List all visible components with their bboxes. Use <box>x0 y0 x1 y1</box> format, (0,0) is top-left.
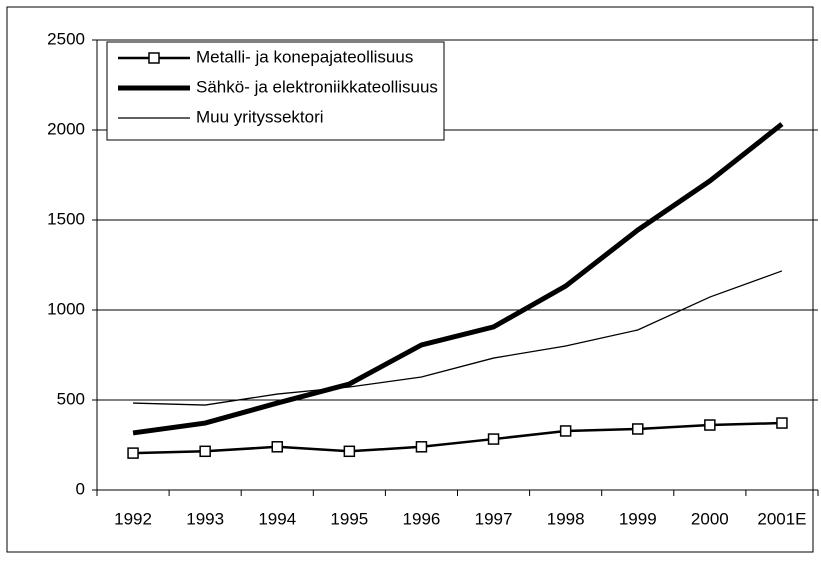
data-point <box>271 441 283 453</box>
legend-label: Metalli- ja konepajateollisuus <box>196 47 413 66</box>
x-tick-label: 1999 <box>619 509 657 528</box>
data-point <box>776 417 788 429</box>
series-line <box>133 421 782 455</box>
y-tick-label: 1500 <box>47 209 85 228</box>
data-point <box>704 419 716 431</box>
x-tick-label: 1994 <box>258 509 296 528</box>
legend-marker <box>148 52 160 64</box>
data-point <box>632 423 644 435</box>
y-tick-label: 0 <box>76 479 85 498</box>
legend-label: Sähkö- ja elektroniikkateollisuus <box>196 77 438 96</box>
x-tick-label: 2000 <box>691 509 729 528</box>
x-tick-label: 1992 <box>114 509 152 528</box>
data-point <box>127 447 139 459</box>
x-tick-label: 1996 <box>403 509 441 528</box>
data-point <box>415 441 428 453</box>
x-tick-label: 1995 <box>330 509 368 528</box>
x-tick-label: 1998 <box>547 509 585 528</box>
data-point <box>487 433 500 445</box>
y-tick-label: 500 <box>57 389 85 408</box>
data-point <box>343 445 356 458</box>
data-point <box>559 425 572 437</box>
y-tick-label: 2500 <box>47 29 85 48</box>
x-tick-label: 1993 <box>186 509 224 528</box>
x-tick-label: 2001E <box>757 509 806 528</box>
series-line <box>132 122 784 436</box>
data-point <box>199 445 211 458</box>
y-tick-label: 1000 <box>47 299 85 318</box>
x-tick-label: 1997 <box>475 509 513 528</box>
legend-label: Muu yrityssektori <box>196 107 324 126</box>
y-tick-label: 2000 <box>47 119 85 138</box>
series-line <box>133 270 783 406</box>
